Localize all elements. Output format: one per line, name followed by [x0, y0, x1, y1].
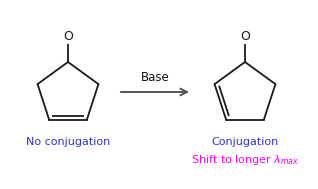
Text: O: O: [63, 30, 73, 43]
Text: Base: Base: [141, 71, 169, 84]
Text: O: O: [240, 30, 250, 43]
Text: Shift to longer $\lambda_{max}$: Shift to longer $\lambda_{max}$: [191, 153, 299, 167]
Text: No conjugation: No conjugation: [26, 137, 110, 147]
Text: Conjugation: Conjugation: [211, 137, 279, 147]
